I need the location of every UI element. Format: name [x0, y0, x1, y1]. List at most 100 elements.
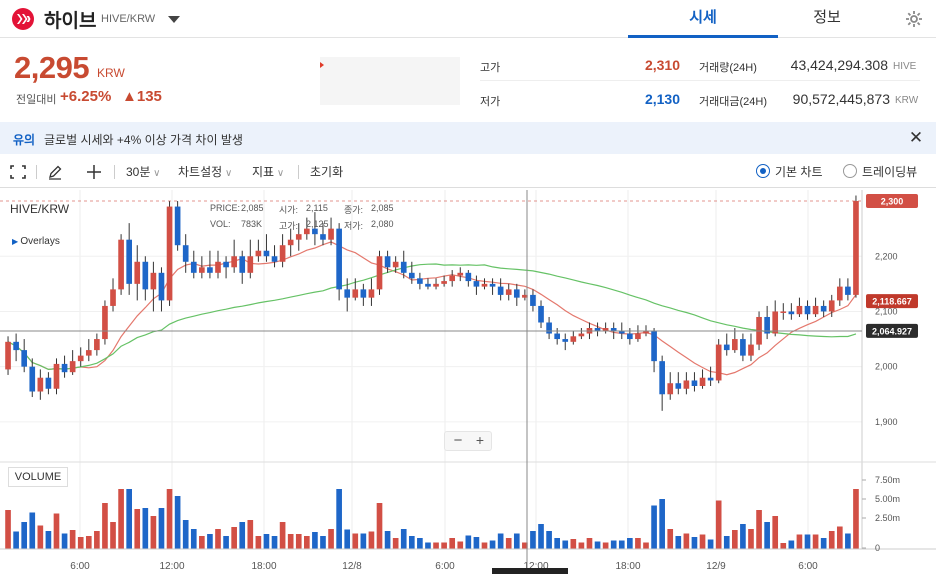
candle-body	[263, 250, 270, 257]
price-tick-label: 1,900	[875, 417, 898, 427]
chevron-down-icon: ∨	[274, 168, 285, 179]
overlays-toggle[interactable]: ▶ Overlays	[12, 236, 60, 247]
coin-pair[interactable]: HIVE/KRW	[101, 13, 156, 25]
interval-select[interactable]: 30분 ∨	[126, 163, 161, 180]
chevron-down-icon[interactable]	[168, 16, 180, 23]
crosshair-time-tag	[492, 568, 568, 574]
candle-body	[199, 267, 205, 273]
current-price-tag: 2,300	[881, 197, 904, 207]
volume-bar	[578, 542, 585, 549]
tradingview-label[interactable]: 트레이딩뷰	[862, 165, 918, 179]
reset-button[interactable]: 초기화	[310, 165, 344, 179]
volume-bar	[497, 533, 504, 549]
candle-body	[182, 245, 189, 262]
volume-bar	[618, 540, 625, 549]
volume-bar	[328, 529, 334, 549]
volume-bar	[740, 524, 746, 549]
ohlc-price: 2,085	[241, 203, 264, 213]
volume-bar	[368, 531, 375, 549]
change-amount: ▲135	[122, 88, 162, 105]
zoom-out-button[interactable]: −	[453, 432, 463, 449]
volume-bar	[554, 538, 560, 549]
time-tick-label: 12:00	[159, 561, 184, 572]
volume-bar	[271, 536, 278, 549]
time-tick-label: 12/9	[706, 561, 726, 572]
volume-bar	[5, 510, 11, 549]
indicators-menu[interactable]: 지표 ∨	[252, 163, 284, 180]
volume-bar	[29, 512, 36, 549]
coin-name[interactable]: 하이브	[44, 11, 97, 32]
volume-bar	[279, 522, 286, 549]
candle-body	[715, 344, 722, 381]
ohlc-vol: 783K	[241, 219, 263, 229]
candle-body	[732, 339, 738, 351]
candle-body	[667, 383, 674, 395]
gear-icon[interactable]	[904, 9, 924, 29]
candle-body	[772, 311, 779, 334]
volume-bar	[166, 489, 173, 549]
time-tick-label: 12/8	[342, 561, 362, 572]
crosshair-icon[interactable]	[86, 164, 102, 180]
volume-bar	[304, 536, 310, 549]
amount-unit: KRW	[895, 95, 919, 106]
warning-text: 글로벌 시세와 +4% 이상 가격 차이 발생	[44, 133, 243, 147]
candle-body	[118, 239, 124, 290]
hive-logo-icon	[12, 8, 34, 30]
candle-body	[37, 377, 44, 392]
volume-unit: HIVE	[893, 61, 917, 72]
candle-body	[13, 341, 19, 351]
close-icon[interactable]: ✕	[908, 128, 924, 147]
candle-body	[522, 294, 528, 298]
basic-chart-label[interactable]: 기본 차트	[775, 165, 823, 179]
radio-basic-chart[interactable]	[756, 164, 770, 178]
candle-body	[554, 333, 560, 340]
fullscreen-icon[interactable]	[10, 165, 26, 179]
candle-body	[344, 289, 351, 298]
ma-long-tag-bg	[866, 323, 918, 338]
pencil-icon[interactable]	[47, 164, 63, 180]
price-unit: KRW	[97, 66, 125, 80]
volume-bar	[77, 537, 84, 549]
ma-long-tag: 2,064.927	[872, 326, 912, 336]
radio-tradingview[interactable]	[843, 164, 857, 178]
price-tick-label: 2,100	[875, 306, 898, 316]
volume-bar	[408, 536, 415, 549]
time-tick-label: 6:00	[798, 561, 818, 572]
volume-bar	[675, 536, 682, 549]
overlays-label: Overlays	[20, 236, 60, 247]
zoom-in-button[interactable]: +	[475, 432, 485, 448]
volume-bar	[174, 496, 181, 549]
price-chart[interactable]: 6:00 12:00 18:00 12/8 6:00 12:00 18:00 12/9 6:00…	[0, 188, 936, 574]
candle-body	[433, 283, 439, 287]
volume-bar	[699, 534, 706, 549]
volume-bar	[538, 524, 544, 549]
candle-body	[190, 261, 197, 273]
ohlc-vol-label: VOL:	[210, 219, 231, 229]
volume-bar	[602, 542, 609, 549]
tab-info[interactable]: 정보	[813, 9, 841, 26]
price-tick-label: 2,000	[875, 362, 898, 372]
candle-body	[481, 283, 488, 287]
ohlc-low: 2,080	[371, 219, 394, 229]
candle-body	[174, 206, 181, 246]
chart-settings-menu[interactable]: 차트설정 ∨	[178, 163, 232, 180]
candle-body	[530, 294, 536, 306]
volume-bar	[287, 534, 294, 549]
candle-body	[94, 339, 100, 351]
candle-body	[804, 305, 811, 315]
tab-price[interactable]: 시세	[628, 0, 778, 38]
candle-body	[110, 289, 116, 306]
caret-right-icon: ▶	[12, 237, 21, 246]
candle-body	[360, 289, 367, 298]
volume-bar	[586, 538, 593, 549]
candle-body	[546, 322, 552, 334]
volume-bar	[110, 522, 116, 549]
candle-body	[723, 344, 730, 351]
volume-bar	[772, 516, 779, 549]
volume-bar	[247, 520, 254, 549]
candle-body	[780, 311, 787, 313]
volume-bar	[570, 539, 577, 549]
ma-short-tag: 2,118.667	[872, 297, 912, 307]
volume-bar	[433, 542, 439, 549]
volume-bar	[796, 534, 803, 549]
